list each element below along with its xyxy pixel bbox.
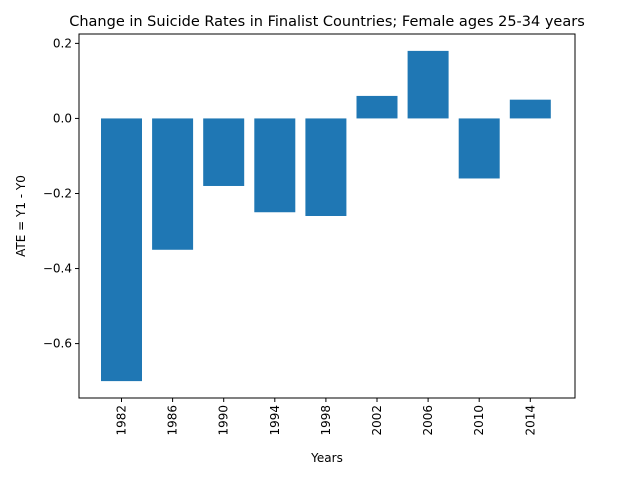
bar-1994 [254, 118, 296, 213]
x-tick-label: 2010 [472, 405, 486, 436]
bar-1982 [101, 118, 142, 382]
x-tick-label: 1998 [319, 405, 333, 436]
x-axis: 1982 1986 1990 1994 1998 2002 2006 2010 2014 [115, 398, 537, 436]
x-tick-label: 1990 [217, 405, 231, 436]
bar-1986 [152, 118, 194, 250]
y-tick-label: 0.2 [53, 36, 72, 50]
bar-1998 [305, 118, 347, 216]
bars-group [101, 50, 551, 382]
y-tick-label: −0.4 [43, 262, 72, 276]
y-tick-label: 0.0 [53, 111, 72, 125]
y-axis: −0.6 −0.4 −0.2 0.0 0.2 [43, 36, 79, 351]
y-tick-label: −0.6 [43, 337, 72, 351]
bar-2006 [407, 50, 449, 119]
y-axis-label: ATE = Y1 - Y0 [14, 175, 28, 257]
x-tick-label: 2006 [421, 405, 435, 436]
bar-1990 [203, 118, 245, 186]
plot-frame [78, 33, 576, 399]
x-tick-label: 1994 [268, 405, 282, 436]
bar-2002 [356, 95, 398, 119]
bar-2010 [458, 118, 500, 179]
x-tick-label: 2002 [370, 405, 384, 436]
x-axis-label: Years [310, 451, 343, 465]
chart-title: Change in Suicide Rates in Finalist Coun… [69, 14, 585, 30]
x-tick-label: 1982 [115, 405, 129, 436]
bar-2014 [509, 99, 551, 119]
y-tick-label: −0.2 [43, 186, 72, 200]
x-tick-label: 1986 [166, 405, 180, 436]
x-tick-label: 2014 [523, 405, 537, 436]
